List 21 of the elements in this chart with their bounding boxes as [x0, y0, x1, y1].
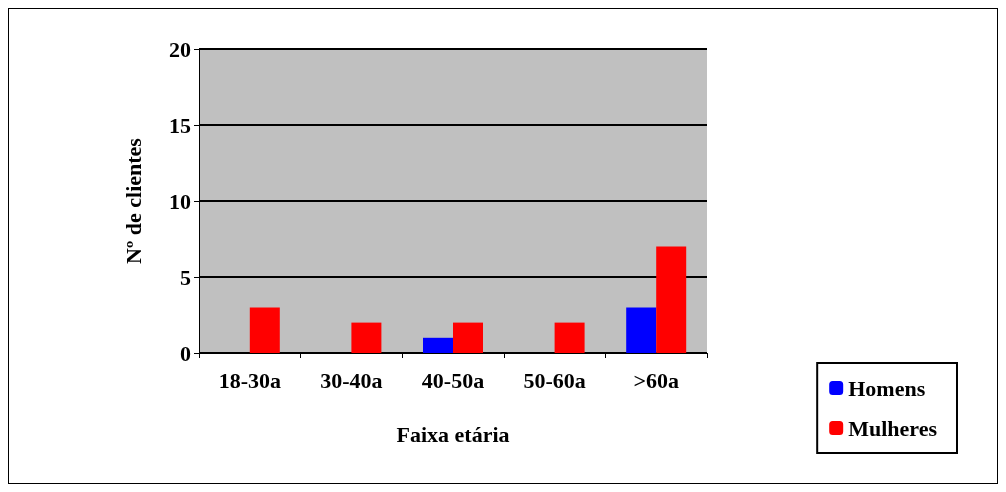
bar	[656, 246, 687, 353]
bar	[554, 322, 585, 353]
x-tick-label: 18-30a	[218, 367, 281, 393]
bar	[626, 307, 657, 353]
y-tick-label: 5	[180, 264, 191, 290]
y-tick-label: 15	[169, 112, 191, 138]
x-tick-label: 30-40a	[320, 367, 383, 393]
y-tick-label: 20	[169, 36, 191, 62]
y-tick-label: 10	[169, 188, 191, 214]
bar	[423, 337, 453, 353]
x-tick-label: 40-50a	[421, 367, 485, 393]
x-axis-title: Faixa etária	[396, 421, 510, 447]
y-tick-label: 0	[180, 340, 191, 366]
x-tick-label: >60a	[633, 367, 679, 393]
x-tick-label: 50-60a	[523, 367, 586, 393]
bar	[351, 322, 382, 353]
bar	[249, 307, 280, 353]
legend-label: Homens	[848, 375, 926, 401]
legend-label: Mulheres	[848, 415, 938, 441]
y-axis-title: Nº de clientes	[120, 137, 146, 264]
bar	[453, 322, 483, 353]
